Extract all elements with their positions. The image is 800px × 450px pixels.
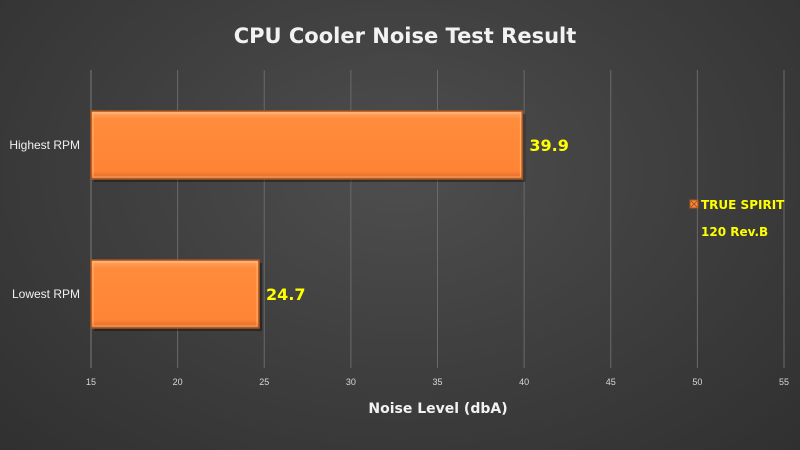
data-labels: 39.9 24.7 bbox=[266, 136, 569, 304]
chart-title: CPU Cooler Noise Test Result bbox=[234, 24, 577, 48]
legend-swatch bbox=[689, 199, 699, 209]
legend-label-line-1: TRUE SPIRIT bbox=[701, 198, 785, 212]
legend: TRUE SPIRIT 120 Rev.B bbox=[689, 198, 785, 239]
x-tick-label: 45 bbox=[606, 377, 616, 387]
category-label: Highest RPM bbox=[9, 138, 80, 152]
legend-label-line-2: 120 Rev.B bbox=[701, 225, 768, 239]
data-label: 24.7 bbox=[266, 285, 305, 304]
x-tick-label: 20 bbox=[173, 377, 183, 387]
category-labels: Highest RPM Lowest RPM bbox=[9, 138, 80, 301]
x-tick-label: 25 bbox=[259, 377, 269, 387]
x-tick-label: 35 bbox=[432, 377, 442, 387]
bars bbox=[90, 110, 526, 331]
category-label: Lowest RPM bbox=[12, 287, 80, 301]
x-tick-label: 15 bbox=[86, 377, 96, 387]
data-label: 39.9 bbox=[529, 136, 568, 155]
x-tick-label: 40 bbox=[519, 377, 529, 387]
x-tick-labels: 15 20 25 30 35 40 45 50 55 bbox=[86, 377, 789, 387]
bar bbox=[90, 110, 526, 182]
x-axis-title: Noise Level (dbA) bbox=[368, 401, 507, 417]
bar bbox=[90, 259, 263, 331]
x-tick-label: 50 bbox=[692, 377, 702, 387]
x-tick-label: 55 bbox=[779, 377, 789, 387]
x-tick-label: 30 bbox=[346, 377, 356, 387]
